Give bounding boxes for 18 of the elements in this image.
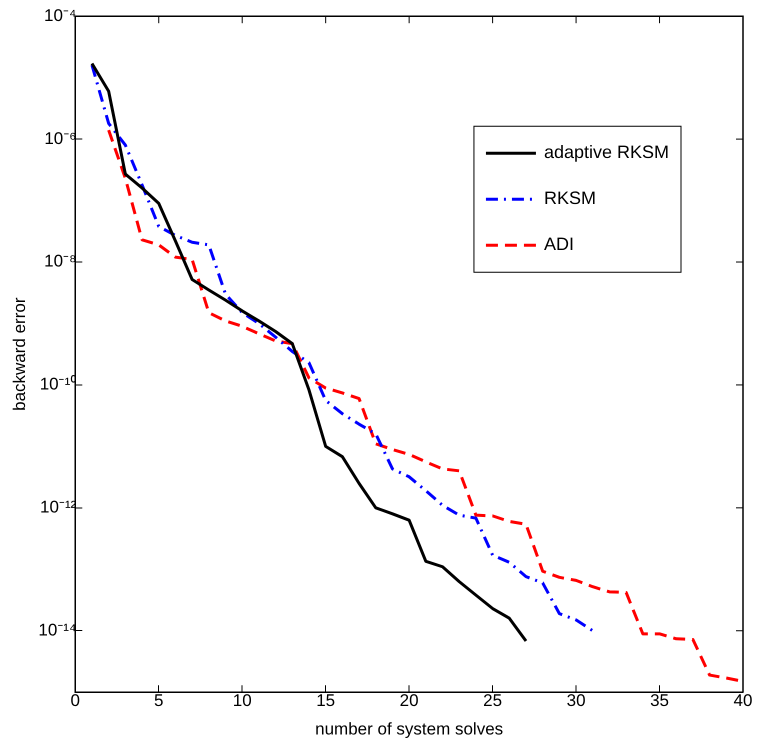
x-tick-label: 40 [734,691,752,710]
x-tick-label: 0 [70,691,80,710]
y-tick-label: 10⁻⁶ [44,128,76,148]
x-tick-label: 20 [400,691,419,710]
x-tick-label: 25 [483,691,502,710]
x-tick-label: 10 [232,691,252,710]
y-tick-label: 10⁻¹⁴ [38,620,76,640]
legend-label: RKSM [544,188,596,208]
x-tick-label: 35 [650,691,669,710]
y-tick-label: 10⁻⁸ [44,252,76,271]
x-tick-label: 30 [566,691,586,710]
legend-label: ADI [544,234,574,254]
x-axis-title: number of system solves [315,719,504,738]
x-tick-label: 5 [154,691,164,710]
legend-label: adaptive RKSM [544,142,670,162]
y-axis-title: backward error [10,297,29,411]
y-tick-label: 10⁻⁴ [44,6,76,25]
x-tick-label: 15 [316,691,336,710]
